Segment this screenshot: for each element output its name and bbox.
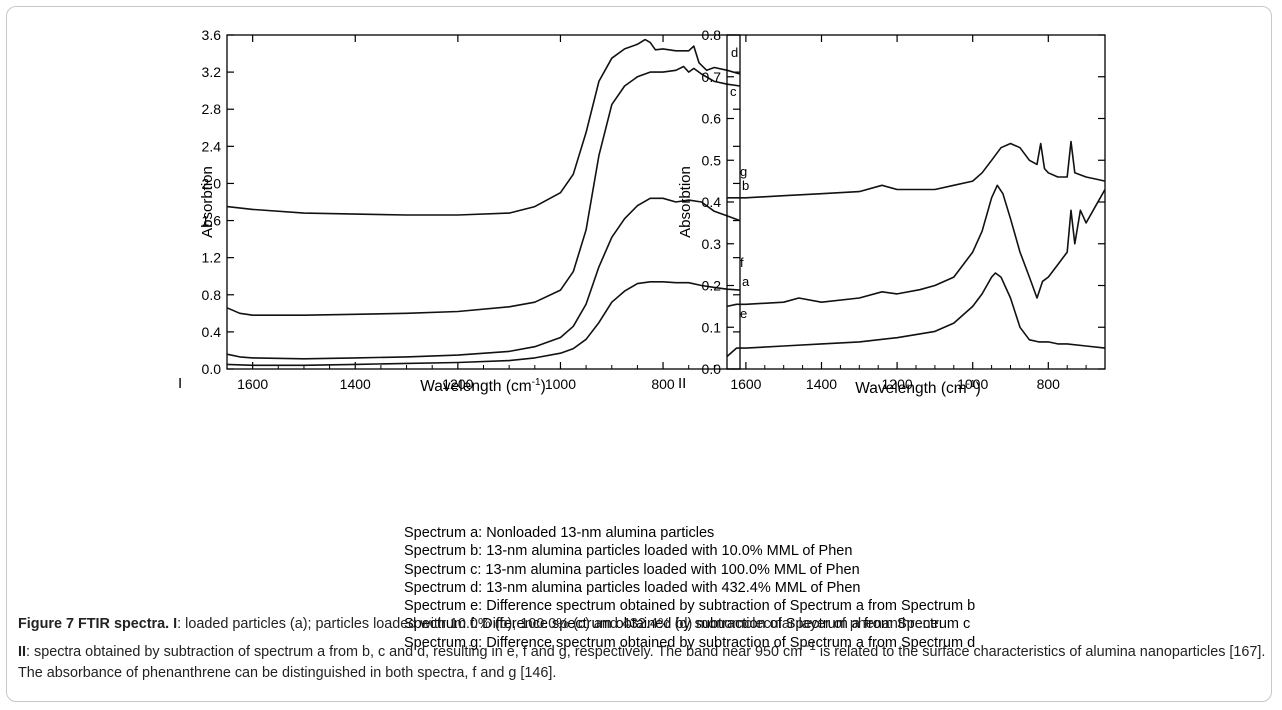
series-line-e (726, 272, 1106, 358)
series-line-f (726, 184, 1106, 308)
caption-label-II: II (18, 643, 26, 660)
series-label-c: c (730, 84, 737, 99)
panel-label-II: II (678, 375, 686, 392)
caption-text-I: : loaded particles (a); particles loaded… (177, 616, 943, 632)
y-tick-label: 0.5 (702, 152, 722, 168)
series-label-f: f (740, 255, 744, 270)
y-tick-label: 1.2 (202, 250, 222, 266)
caption-label-I: I (173, 616, 178, 632)
y-tick-label: 0.6 (702, 111, 722, 127)
y-tick-label: 0.4 (202, 324, 222, 340)
series-label-g: g (740, 164, 747, 179)
series-label-b: b (742, 178, 749, 193)
x-tick-label: 800 (651, 376, 675, 392)
caption-title: Figure 7 FTIR spectra. (18, 616, 170, 632)
y-tick-label: 0.0 (202, 361, 222, 377)
series-label-a: a (742, 274, 750, 289)
plot-frame (726, 34, 1106, 370)
chart-panel-II: 0.0 0.1 0.2 0.3 0.4 0.5 0.6 0.7 0.8 1600 1400 1200 1… (677, 27, 1106, 397)
legend-line-b: Spectrum b: 13-nm alumina particles load… (404, 543, 853, 560)
x-tick-label: 1400 (806, 376, 837, 392)
x-axis-title-close: ) (541, 378, 546, 395)
figure-caption: Figure 7 FTIR spectra. I: loaded particl… (18, 614, 1268, 684)
x-axis-title: Wavelength (cm-1) (420, 377, 545, 395)
x-tick-label: 1600 (730, 376, 761, 392)
series-label-e: e (740, 306, 747, 321)
x-axis-title-close: ) (976, 380, 981, 397)
x-axis-title: Wavelength (cm-1) (855, 379, 980, 397)
y-tick-label: 0.1 (702, 319, 722, 335)
x-axis-title-sup: -1 (967, 379, 976, 390)
panel-label-I: I (178, 375, 182, 392)
series-line-d (226, 38, 741, 216)
x-axis-title-sup: -1 (532, 377, 541, 388)
series-line-a (226, 281, 741, 367)
legend-line-a: Spectrum a: Nonloaded 13-nm alumina part… (404, 525, 715, 541)
caption-text-II-sup: −1 (802, 638, 816, 653)
y-tick-label: 3.6 (202, 27, 222, 43)
x-tick-label: 1000 (545, 376, 576, 392)
chart-panel-I: 0.0 0.4 0.8 1.2 1.6 2.0 2.4 2.8 3.2 3.6 1600 1400 12… (178, 27, 750, 395)
caption-text-II-b: is related to the surface characteristic… (18, 643, 1266, 681)
legend-line-e: Spectrum e: Difference spectrum obtained… (404, 598, 976, 615)
x-tick-label: 1600 (237, 376, 268, 392)
x-tick-label: 1400 (340, 376, 371, 392)
x-axis-title-text: Wavelength (cm (420, 378, 531, 395)
x-tick-label: 1000 (957, 376, 988, 392)
caption-text-II-a: : spectra obtained by subtraction of spe… (26, 643, 803, 660)
x-tick-label: 1200 (442, 376, 473, 392)
y-tick-label: 0.8 (702, 27, 722, 43)
figure-frame (6, 6, 1272, 702)
y-tick-label: 0.4 (702, 194, 722, 210)
x-tick-label: 1200 (882, 376, 913, 392)
y-tick-label: 1.6 (202, 213, 222, 229)
legend-line-g: Spectrum g: Difference spectrum obtained… (404, 634, 976, 651)
y-tick-label: 0.3 (702, 236, 722, 252)
y-tick-label: 0.7 (702, 69, 722, 85)
y-tick-label: 0.2 (702, 278, 722, 294)
y-tick-label: 0.8 (202, 287, 222, 303)
x-axis-title-text: Wavelength (cm (855, 380, 966, 397)
legend-line-d: Spectrum d: 13-nm alumina particles load… (404, 579, 861, 596)
series-label-d: d (731, 45, 738, 60)
y-tick-label: 2.8 (202, 101, 222, 117)
x-tick-label: 800 (1037, 376, 1061, 392)
legend-line-f: Spectrum f: Difference spectrum obtained… (404, 616, 971, 633)
y-tick-label: 2.4 (202, 138, 222, 154)
y-tick-label: 0.0 (702, 361, 722, 377)
y-axis-title: Absorbtion (199, 166, 216, 238)
y-tick-label: 3.2 (202, 64, 222, 80)
plot-frame (226, 34, 741, 370)
y-tick-label: 2.0 (202, 175, 222, 191)
y-axis-title: Absorbtion (677, 166, 694, 238)
series-line-b (226, 197, 741, 360)
series-line-g (727, 140, 1106, 199)
legend-line-c: Spectrum c: 13-nm alumina particles load… (404, 561, 860, 578)
series-line-c (226, 65, 741, 316)
spectrum-legend: Spectrum a: Nonloaded 13-nm alumina part… (404, 524, 975, 652)
